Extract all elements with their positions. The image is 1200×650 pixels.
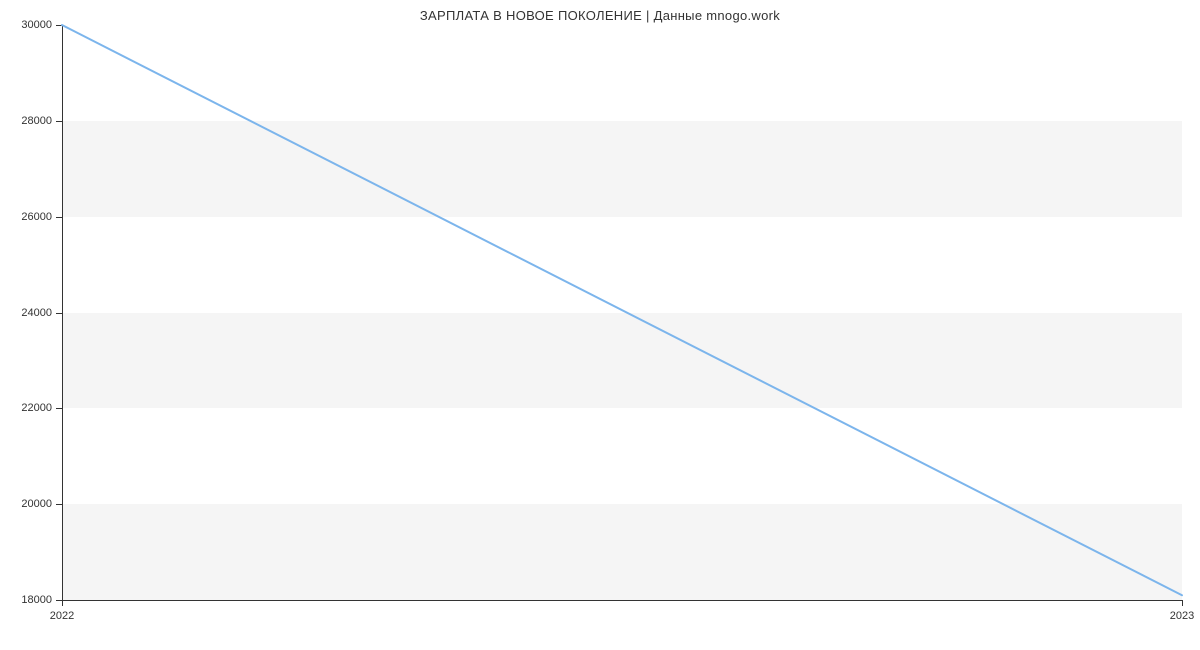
plot-area: 1800020000220002400026000280003000020222… <box>62 25 1182 600</box>
x-tick-label: 2022 <box>50 610 74 622</box>
y-tick-label: 30000 <box>2 19 52 31</box>
x-tick <box>1182 600 1183 606</box>
line-layer <box>62 25 1182 600</box>
y-tick-label: 22000 <box>2 402 52 414</box>
y-tick-label: 18000 <box>2 594 52 606</box>
salary-chart: ЗАРПЛАТА В НОВОЕ ПОКОЛЕНИЕ | Данные mnog… <box>0 0 1200 650</box>
y-tick-label: 26000 <box>2 211 52 223</box>
x-tick-label: 2023 <box>1170 610 1194 622</box>
x-tick <box>62 600 63 606</box>
y-tick-label: 20000 <box>2 498 52 510</box>
x-axis-line <box>62 600 1182 601</box>
chart-title: ЗАРПЛАТА В НОВОЕ ПОКОЛЕНИЕ | Данные mnog… <box>0 8 1200 23</box>
y-tick-label: 28000 <box>2 115 52 127</box>
y-tick-label: 24000 <box>2 307 52 319</box>
series-line-salary <box>62 25 1182 595</box>
